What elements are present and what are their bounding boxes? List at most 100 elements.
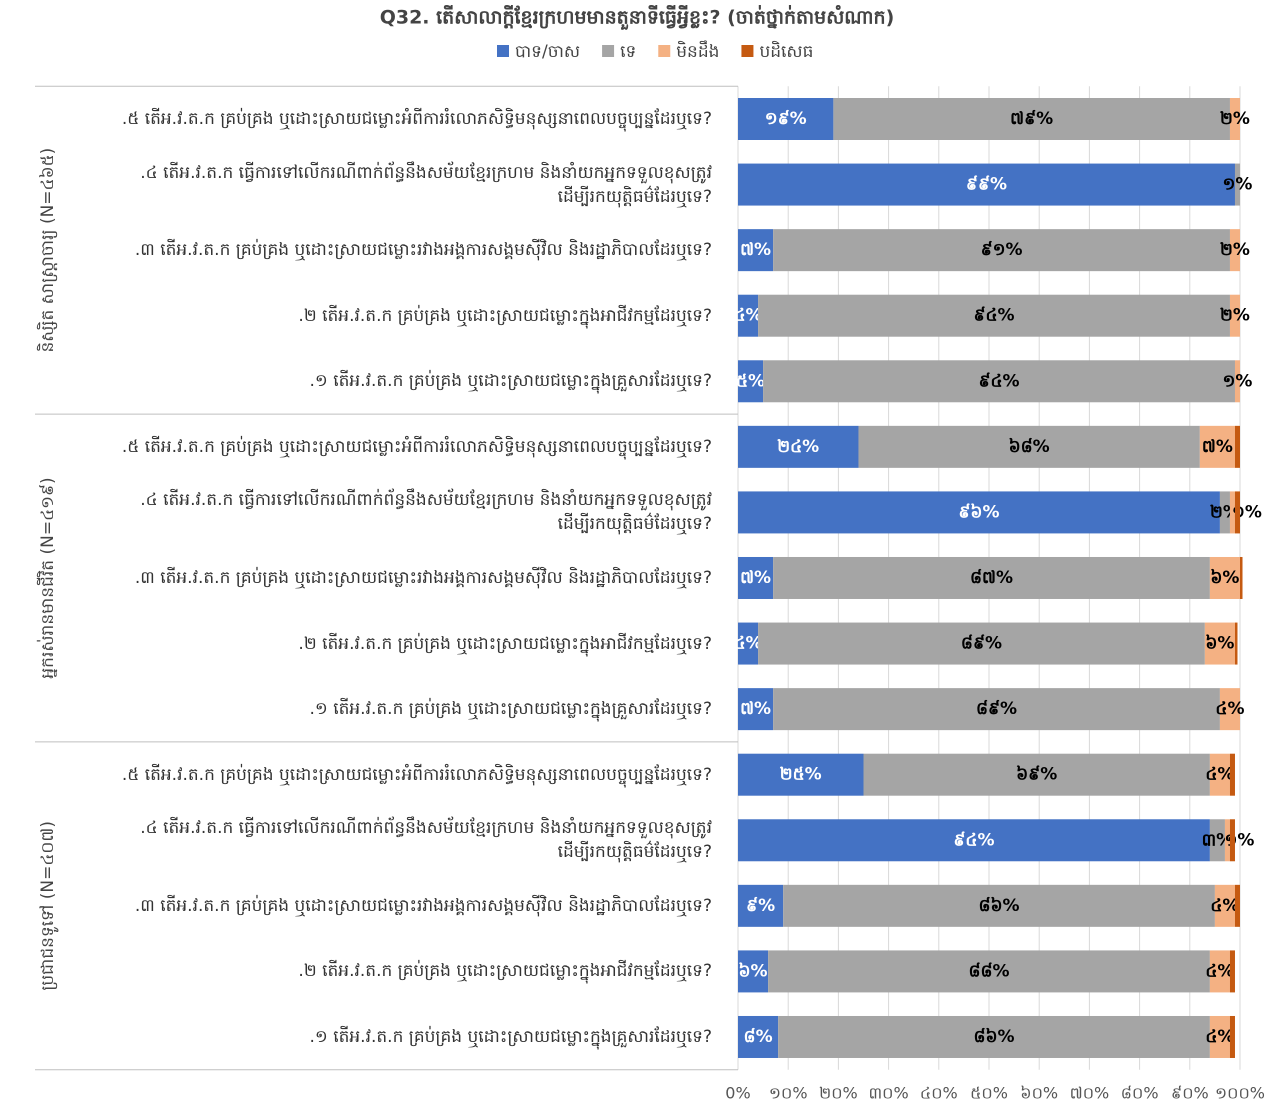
- bar-segment: [778, 1015, 1210, 1058]
- bar-segment: [738, 1015, 779, 1058]
- data-label: ៨៩%: [961, 634, 1002, 654]
- bar-segment: [1209, 819, 1225, 862]
- bar-segment: [773, 688, 1220, 731]
- bar-segment: [738, 884, 784, 927]
- data-label: ៨៨%: [968, 961, 1009, 981]
- bar-segment: [738, 425, 859, 468]
- data-label: ១៩%: [765, 109, 807, 129]
- data-label: ១%: [1224, 830, 1254, 850]
- bar-segment: [738, 294, 759, 337]
- data-label: ៦%: [1205, 634, 1234, 654]
- category-label: .៤ តើអ.វ.ត.ក ធ្វើការទៅលើករណីពាក់ព័ន្ធនឹង…: [140, 162, 712, 207]
- bar-segment: [1234, 491, 1240, 534]
- bar-segment: [1234, 622, 1238, 665]
- bar-segment: [773, 556, 1210, 599]
- data-label: ៧%: [740, 568, 771, 588]
- legend-label: មិនដឹង: [676, 40, 719, 62]
- category-label: .៤ តើអ.វ.ត.ក ធ្វើការទៅលើករណីពាក់ព័ន្ធនឹង…: [140, 490, 712, 535]
- bar-segment: [783, 884, 1215, 927]
- x-tick-label: 0%: [725, 1083, 750, 1099]
- x-tick-label: ៨០%: [1121, 1083, 1159, 1099]
- data-label: ៧%: [740, 699, 771, 719]
- bar-segment: [833, 98, 1230, 140]
- bar-segment: [1229, 753, 1235, 796]
- bar-segment: [763, 360, 1235, 403]
- bar-segment: [1199, 425, 1235, 468]
- bar-segment: [1209, 556, 1240, 599]
- bar-segment: [758, 622, 1205, 665]
- data-label: ៩១%: [981, 240, 1023, 260]
- x-tick-label: ១០០%: [1215, 1083, 1265, 1099]
- data-label: ៤%: [1205, 1027, 1234, 1047]
- data-label: ៧៩%: [1010, 109, 1053, 129]
- category-label: .៤ តើអ.វ.ត.ក ធ្វើការទៅលើករណីពាក់ព័ន្ធនឹង…: [140, 818, 712, 863]
- x-tick-label: ២០%: [819, 1083, 858, 1099]
- bar-segment: [1229, 1015, 1235, 1058]
- data-label: ៩៤%: [978, 371, 1019, 391]
- bar-segment: [1209, 950, 1230, 993]
- legend-label: បដិសេធ: [759, 40, 813, 62]
- category-label: .២ តើអ.វ.ត.ក គ្រប់គ្រង ឬដោះស្រាយជម្លោះក្…: [298, 961, 712, 982]
- x-tick-label: ៩០%: [1171, 1083, 1209, 1099]
- legend-label: ទេ: [620, 42, 636, 62]
- bar-segment: [773, 229, 1230, 272]
- category-label: .៥ តើអ.វ.ត.ក គ្រប់គ្រង ឬដោះស្រាយជម្លោះអំ…: [121, 764, 712, 785]
- legend-swatch: [497, 45, 509, 57]
- bar-segment: [1229, 491, 1235, 534]
- bar-segment: [738, 950, 769, 993]
- group-label: ប្រជាជនទូទៅ (N=៤០៧): [38, 821, 59, 991]
- bar-segment: [768, 950, 1210, 993]
- bar-segment: [863, 753, 1210, 796]
- data-label: ៤%: [1215, 699, 1244, 719]
- bar-segment: [738, 229, 774, 272]
- bar-segment: [1224, 819, 1230, 862]
- bar-segment: [858, 425, 1200, 468]
- category-label: .២ តើអ.វ.ត.ក គ្រប់គ្រង ឬដោះស្រាយជម្លោះក្…: [298, 633, 712, 654]
- data-label: ៤%: [734, 634, 763, 654]
- legend-swatch: [602, 45, 615, 57]
- group-label: និស្សិត សាស្ត្រាចារ្យ (N=៤៦៥): [36, 148, 58, 353]
- data-label: ៨៧%: [970, 568, 1013, 588]
- category-label: .១ តើអ.វ.ត.ក គ្រប់គ្រង ឬដោះស្រាយជម្លោះក្…: [309, 1026, 712, 1047]
- data-label: ៦%: [739, 961, 768, 981]
- bar-segment: [1229, 819, 1235, 862]
- bar-segment: [738, 819, 1210, 862]
- data-label: ៤%: [734, 306, 763, 326]
- data-label: ២៥%: [780, 765, 822, 785]
- bar-segment: [1229, 229, 1240, 272]
- data-label: ៨៦%: [973, 1027, 1014, 1047]
- bar-segment: [1214, 884, 1235, 927]
- bar-segment: [1219, 688, 1240, 731]
- data-label: ៤%: [1205, 961, 1234, 981]
- bar-segment: [738, 622, 759, 665]
- data-label: ៦%: [1210, 568, 1239, 588]
- bar-segment: [1209, 1015, 1230, 1058]
- data-label: ៤%: [1205, 765, 1234, 785]
- category-label: .៣ តើអ.វ.ត.ក គ្រប់គ្រង ឬដោះស្រាយជម្លោះរវ…: [134, 567, 712, 588]
- bar-segment: [758, 294, 1230, 337]
- bar-segment: [1234, 884, 1240, 927]
- data-label: ៨%: [744, 1027, 773, 1047]
- chart-title: Q32. តើសាលាក្តីខ្មែរក្រហមមានតួនាទីធ្វើអ្…: [380, 5, 895, 31]
- data-label: ៧%: [1202, 437, 1233, 457]
- data-label: ៧%: [740, 240, 771, 260]
- x-tick-label: ៧០%: [1070, 1083, 1110, 1099]
- data-label: ៩៤%: [973, 306, 1014, 326]
- bar-segment: [738, 491, 1220, 534]
- data-label: ៩៦%: [958, 502, 999, 522]
- category-label: .១ តើអ.វ.ត.ក គ្រប់គ្រង ឬដោះស្រាយជម្លោះក្…: [309, 371, 712, 392]
- bar-segment: [1234, 425, 1240, 468]
- bar-segment: [738, 556, 774, 599]
- bar-segment: [738, 163, 1235, 206]
- bar-segment: [738, 753, 864, 796]
- bar-segment: [738, 688, 774, 731]
- data-label: ៦៩%: [1016, 765, 1057, 785]
- category-label: .១ តើអ.វ.ត.ក គ្រប់គ្រង ឬដោះស្រាយជម្លោះក្…: [309, 699, 712, 720]
- data-label: ២%: [1220, 109, 1250, 129]
- data-label: ៨៦%: [978, 896, 1019, 916]
- data-label: ៤%: [1210, 896, 1239, 916]
- category-label: .៥ តើអ.វ.ត.ក គ្រប់គ្រង ឬដោះស្រាយជម្លោះអំ…: [121, 436, 712, 457]
- x-tick-label: ៣០%: [868, 1083, 908, 1099]
- data-label: ៥%: [736, 371, 765, 391]
- bar-segment: [1234, 360, 1240, 403]
